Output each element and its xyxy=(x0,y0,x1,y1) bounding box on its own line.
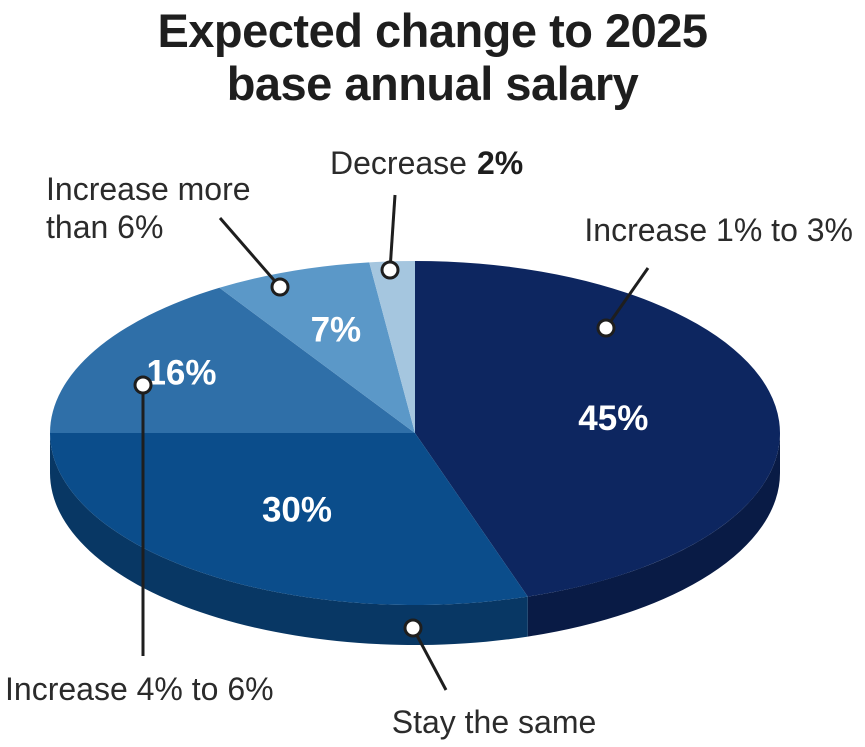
leader-dot-stay-the-same xyxy=(403,618,423,638)
leader-line-increase-more-than-6 xyxy=(218,217,282,288)
pie-depth xyxy=(50,433,780,645)
category-label-decrease: Decrease 2% xyxy=(330,145,523,181)
pie-side-increase-1-to-3 xyxy=(527,433,780,637)
category-label-increase-more-than-6-line-2: than 6% xyxy=(46,209,163,245)
leader-dot-increase-more-than-6 xyxy=(270,277,290,297)
value-label-increase-1-to-3: 45% xyxy=(578,399,648,438)
leader-line-increase-1-to-3 xyxy=(604,267,650,329)
chart-title-line-2: base annual salary xyxy=(226,57,639,110)
value-label-stay-the-same: 30% xyxy=(262,491,332,530)
value-label-increase-4-to-6: 16% xyxy=(146,354,216,393)
leader-dot-decrease xyxy=(380,260,400,280)
leader-dot-increase-1-to-3 xyxy=(596,318,616,338)
pie-slice-decrease xyxy=(369,261,415,433)
chart-title-line-1: Expected change to 2025 xyxy=(157,4,708,57)
leader-line-decrease xyxy=(388,194,397,271)
pie-slice-increase-more-than-6 xyxy=(219,262,415,433)
pie-slice-increase-1-to-3 xyxy=(415,261,781,597)
category-label-increase-4-to-6: Increase 4% to 6% xyxy=(5,671,274,707)
category-labels: Increase 1% to 3% Stay the same Increase 4… xyxy=(5,145,853,740)
category-label-stay-the-same: Stay the same xyxy=(392,704,597,740)
chart-title: Expected change to 2025 base annual sala… xyxy=(0,4,865,110)
category-label-increase-more-than-6-line-1: Increase more xyxy=(46,171,251,207)
pie-side-stay-the-same xyxy=(50,433,528,645)
pie-slice-increase-4-to-6 xyxy=(50,287,415,433)
leader-line-stay-the-same xyxy=(411,627,448,691)
pie-top xyxy=(50,261,781,605)
value-labels: 45% 30% 16% 7% xyxy=(146,310,648,529)
leader-dot-increase-4-to-6 xyxy=(133,375,153,395)
category-label-increase-1-to-3: Increase 1% to 3% xyxy=(584,212,853,248)
value-label-decrease: 2% xyxy=(477,145,523,181)
leader-lines xyxy=(133,194,650,691)
pie-slice-stay-the-same xyxy=(50,433,528,605)
value-label-increase-more-than-6: 7% xyxy=(311,310,362,349)
